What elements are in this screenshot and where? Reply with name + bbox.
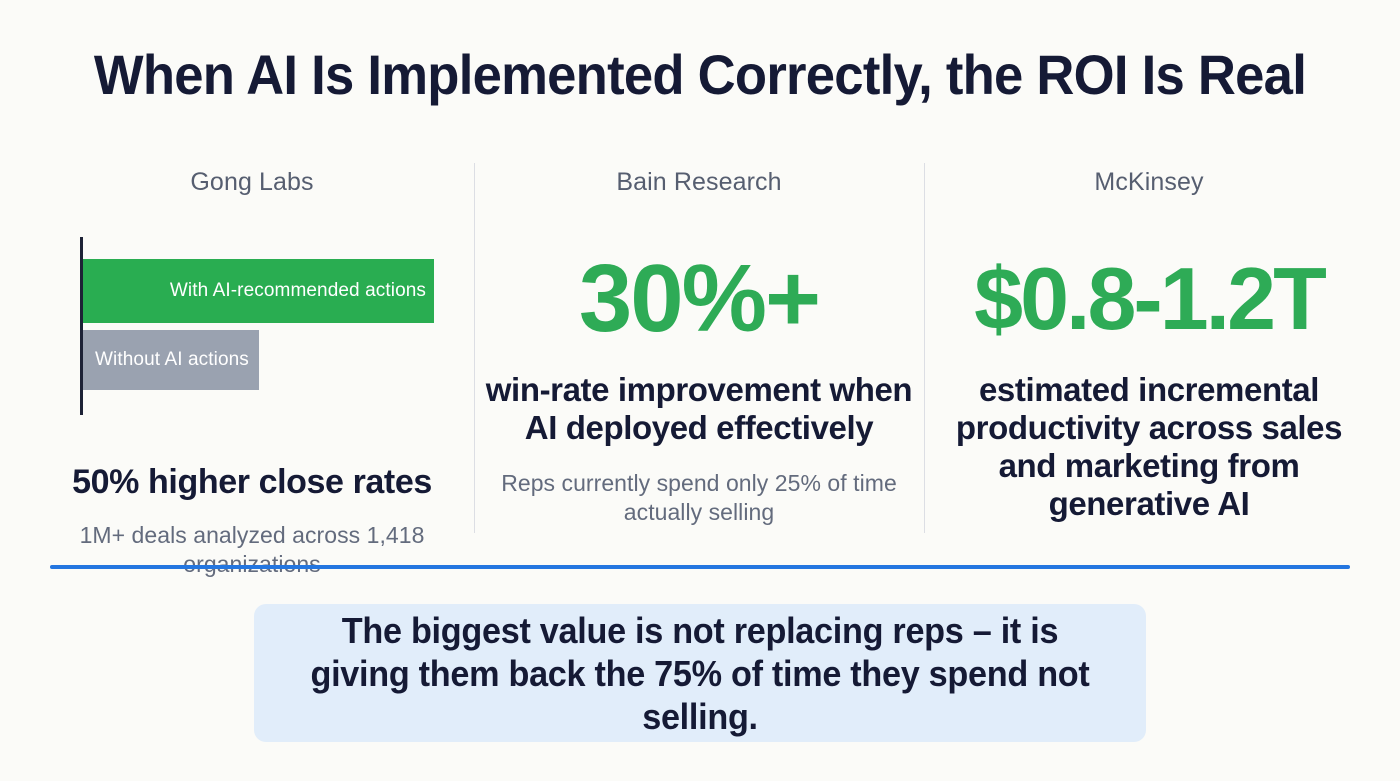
callout-box: The biggest value is not replacing reps … <box>254 604 1146 742</box>
section-divider-rule <box>50 565 1350 569</box>
headline-bain-research: win-rate improvement when AI deployed ef… <box>485 371 913 446</box>
caption-gong-labs: 1M+ deals analyzed across 1,418 organiza… <box>79 522 425 577</box>
caption-bain-research: Reps currently spend only 25% of time ac… <box>501 470 897 525</box>
bar-label-with-ai-actions: With AI-recommended actions <box>169 280 426 301</box>
column-bain-research: Bain Research 30%+ win-rate improvement … <box>474 160 924 540</box>
callout-text: The biggest value is not replacing reps … <box>310 609 1090 737</box>
bar-with-ai-actions: With AI-recommended actions <box>83 259 434 323</box>
figure-mckinsey: $0.8-1.2T <box>974 249 1327 348</box>
page-title: When AI Is Implemented Correctly, the RO… <box>93 43 1307 106</box>
source-label-bain-research: Bain Research <box>616 168 782 196</box>
column-divider-2 <box>924 163 925 533</box>
column-divider-1 <box>474 163 475 533</box>
headline-gong-labs: 50% higher close rates <box>72 463 432 501</box>
headline-mckinsey: estimated incremental productivity acros… <box>955 371 1343 522</box>
column-mckinsey: McKinsey $0.8-1.2T estimated incremental… <box>924 160 1374 540</box>
column-gong-labs: Gong Labs With AI-recommended actions Wi… <box>30 160 474 577</box>
chart-axis-line <box>80 237 83 415</box>
bar-label-without-ai-actions: Without AI actions <box>95 349 249 370</box>
source-label-gong-labs: Gong Labs <box>190 168 314 196</box>
figure-bain-research: 30%+ <box>578 245 821 352</box>
source-label-mckinsey: McKinsey <box>1094 168 1204 196</box>
stats-columns: Gong Labs With AI-recommended actions Wi… <box>0 160 1400 577</box>
bar-without-ai-actions: Without AI actions <box>83 330 259 390</box>
close-rate-bar-chart: With AI-recommended actions Without AI a… <box>80 237 460 417</box>
